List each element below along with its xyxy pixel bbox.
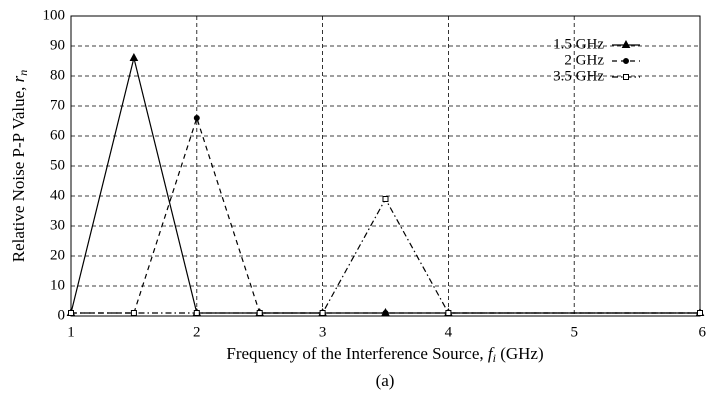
- data-point: [68, 310, 74, 316]
- legend-marker: [623, 58, 629, 64]
- series-line: [70, 57, 700, 314]
- legend-marker: [621, 39, 631, 48]
- y-tick-label: 60: [50, 127, 65, 143]
- data-point: [130, 310, 137, 316]
- data-point: [193, 310, 200, 316]
- data-point: [319, 310, 326, 316]
- x-tick-label: 4: [445, 324, 453, 340]
- y-tick-label: 0: [58, 307, 66, 323]
- x-tick-label: 3: [319, 324, 327, 340]
- legend-label: 1.5 GHz: [553, 36, 604, 52]
- x-axis-label: Frequency of the Interference Source, fi…: [226, 344, 543, 365]
- legend-label: 2 GHz: [564, 52, 604, 68]
- y-tick-label: 70: [50, 97, 65, 113]
- data-point: [382, 196, 389, 202]
- x-tick-label: 2: [193, 324, 201, 340]
- data-point: [193, 115, 200, 121]
- data-point: [697, 310, 703, 316]
- y-axis-label: Relative Noise P-P Value, rn: [9, 70, 30, 263]
- data-point: [445, 310, 452, 316]
- y-tick-label: 20: [50, 247, 65, 263]
- data-point: [256, 310, 263, 316]
- data-point: [382, 310, 389, 316]
- series-line: [71, 116, 700, 314]
- y-tick-label: 80: [50, 67, 65, 83]
- series-line: [71, 197, 700, 314]
- data-point: [129, 52, 139, 61]
- y-tick-label: 30: [50, 217, 65, 233]
- caption: (a): [376, 371, 395, 390]
- legend-label: 3.5 GHz: [553, 68, 604, 84]
- x-tick-label: 5: [570, 324, 578, 340]
- y-tick-label: 10: [50, 277, 65, 293]
- legend-marker: [623, 74, 629, 80]
- x-tick-label: 6: [699, 324, 707, 340]
- y-tick-label: 50: [50, 157, 65, 173]
- y-tick-label: 100: [43, 7, 66, 23]
- y-tick-label: 40: [50, 187, 65, 203]
- y-tick-label: 90: [50, 37, 65, 53]
- x-tick-label: 1: [67, 324, 75, 340]
